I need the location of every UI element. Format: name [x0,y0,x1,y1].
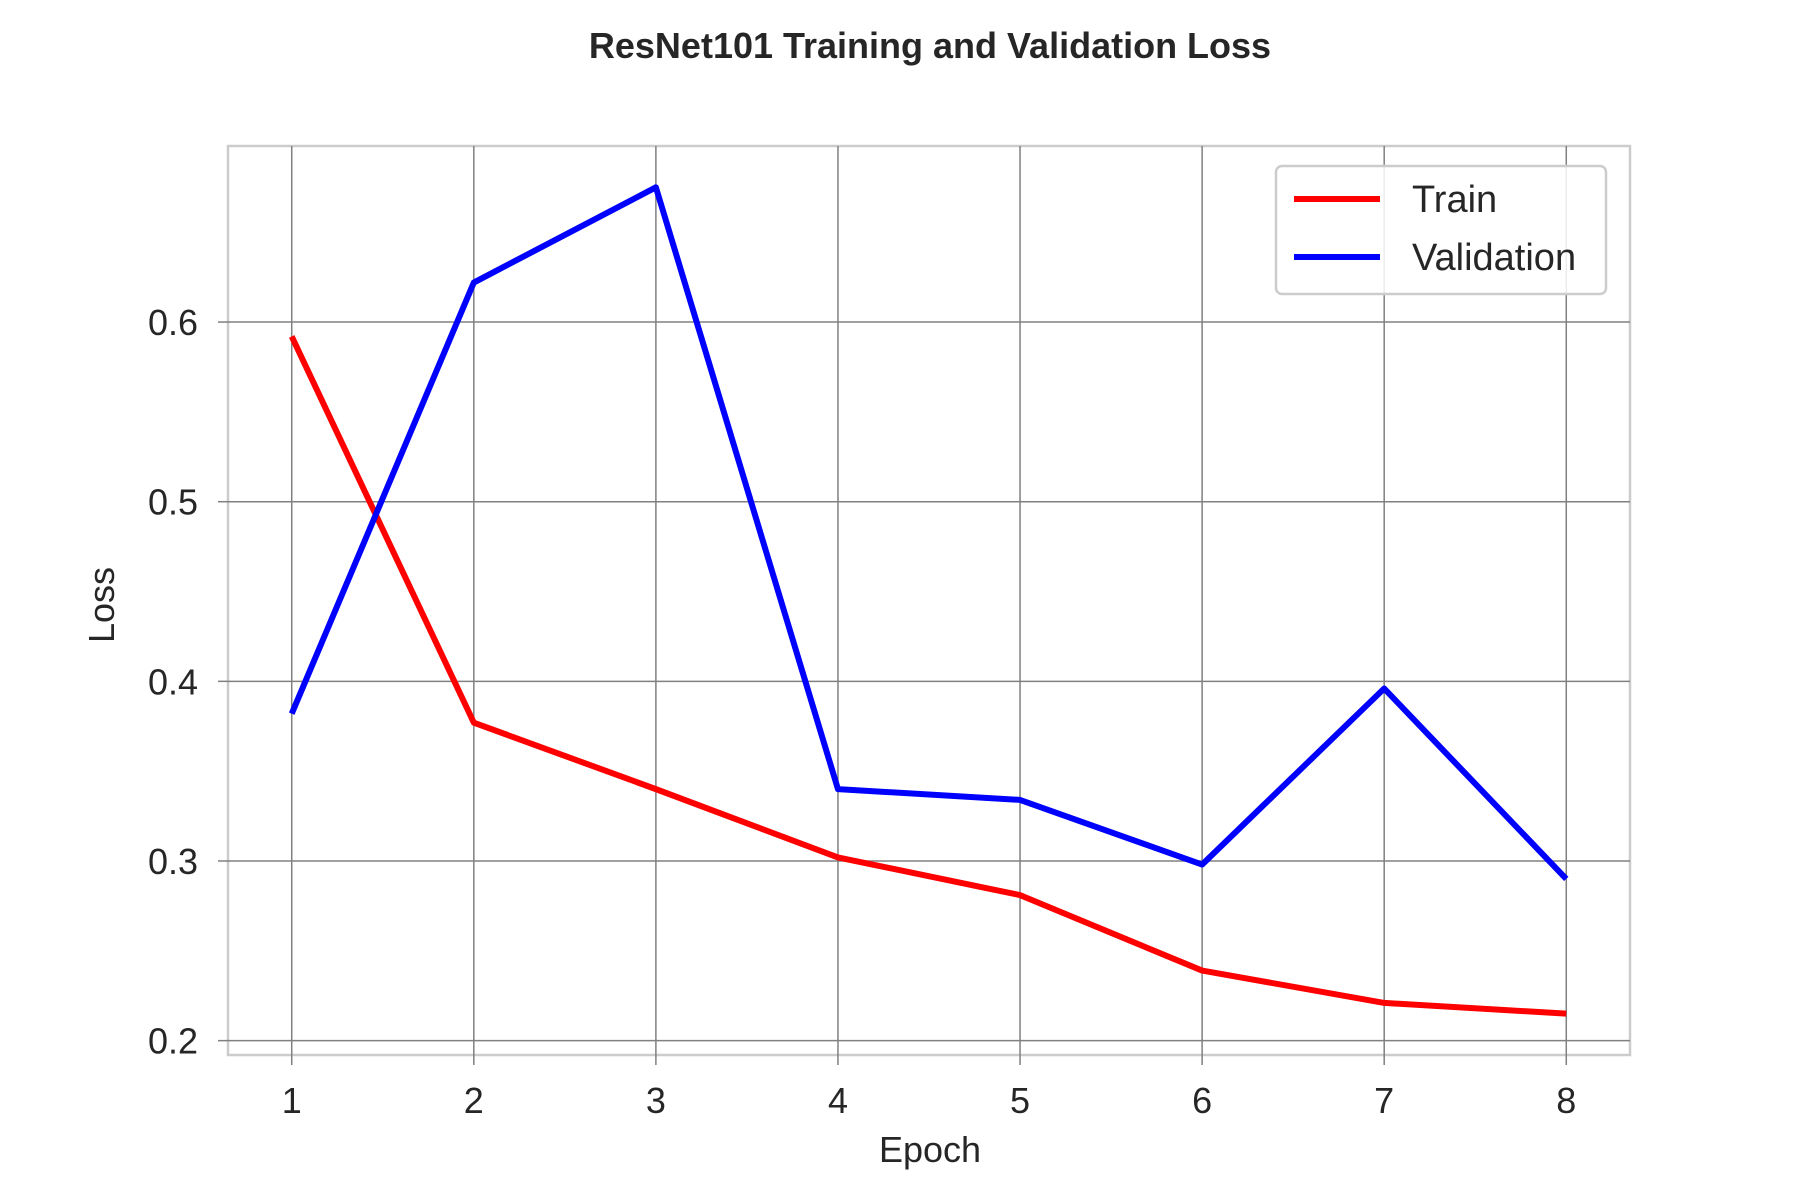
x-tick-label: 3 [646,1080,666,1121]
x-tick-label: 5 [1010,1080,1030,1121]
x-tick-label: 4 [828,1080,848,1121]
series-line-train [289,335,1567,1017]
y-tick-label: 0.2 [148,1021,198,1062]
series-line-validation [288,184,1569,882]
x-axis-ticks: 1 2 3 4 5 6 7 8 [282,1055,1576,1121]
y-tick-label: 0.6 [148,302,198,343]
x-tick-label: 7 [1374,1080,1394,1121]
legend-label-validation: Validation [1412,237,1576,279]
x-tick-label: 6 [1192,1080,1212,1121]
series-lines [288,184,1569,1017]
y-axis-ticks: 0.2 0.3 0.4 0.5 0.6 [148,302,228,1062]
y-axis-label: Loss [81,567,122,643]
grid-lines [228,146,1630,1055]
x-tick-label: 1 [282,1080,302,1121]
legend: Train Validation [1274,164,1608,296]
y-tick-label: 0.4 [148,661,198,702]
y-tick-label: 0.5 [148,482,198,523]
chart-title: ResNet101 Training and Validation Loss [589,25,1271,66]
y-tick-label: 0.3 [148,841,198,882]
x-axis-label: Epoch [879,1129,981,1170]
x-tick-label: 8 [1556,1080,1576,1121]
plot-area [226,144,1632,1057]
x-tick-label: 2 [464,1080,484,1121]
legend-label-train: Train [1412,179,1497,221]
plot-frame [226,144,1632,1057]
